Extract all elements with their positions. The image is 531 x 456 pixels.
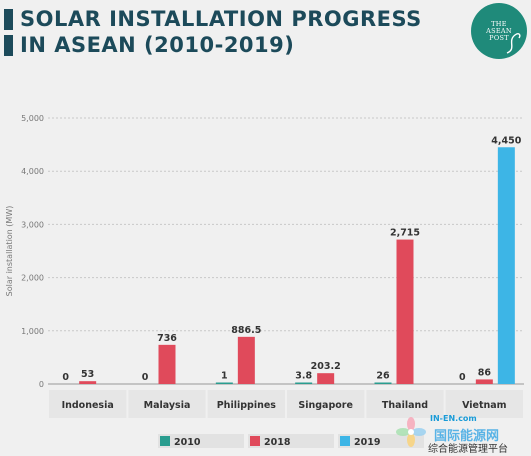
watermark-flower-icon [396,417,426,447]
x-category-band [287,390,365,418]
legend-label: 2010 [174,437,201,448]
x-category-band [49,390,127,418]
x-tick-label: Vietnam [462,400,507,411]
bar-2010 [295,382,313,384]
x-category-band [445,390,523,418]
legend-swatch [160,436,170,446]
watermark-name: 国际能源网 [434,429,500,444]
x-category-band [207,390,285,418]
logo-swirl-icon [506,33,521,54]
data-label: 736 [157,333,177,344]
x-tick-label: Philippines [217,400,277,411]
x-tick-label: Indonesia [62,400,114,411]
legend-item-bg [158,434,244,448]
bar-2019 [497,147,515,384]
legend-swatch [250,436,260,446]
legend-label: 2019 [354,437,380,448]
x-category-band [128,390,206,418]
y-tick-label: 1,000 [21,327,44,336]
bar-2018 [79,381,97,384]
bar-2010 [374,382,392,384]
logo-text-line-3: POST [489,33,509,42]
chart-title-line-1: SOLAR INSTALLATION PROGRESS [20,7,422,31]
data-label: 3.8 [295,371,312,382]
x-tick-label: Thailand [382,400,428,411]
bar-2018 [158,344,176,384]
logo-text-line-1: THE [491,19,507,28]
watermark: IN-EN.com 国际能源网 综合能源管理平台 [392,413,528,455]
data-label: 1 [221,371,228,382]
legend-label: 2018 [264,437,291,448]
data-label: 4,450 [491,135,521,146]
y-tick-label: 0 [39,380,44,389]
title-accent-bar [4,8,13,30]
bar-2018 [317,373,335,384]
y-tick-label: 2,000 [21,274,44,283]
data-label: 26 [376,371,390,382]
legend-swatch [340,436,350,446]
chart-title-line-2: IN ASEAN (2010-2019) [20,33,295,57]
logo-text-line-2: ASEAN [486,26,512,35]
legend-item-bg [248,434,334,448]
y-tick-label: 3,000 [21,220,44,229]
bar-2018 [475,379,493,384]
x-tick-label: Malaysia [144,400,191,411]
data-label: 86 [478,367,492,378]
data-label: 2,715 [390,228,420,239]
chart-title-block: SOLAR INSTALLATION PROGRESS IN ASEAN (20… [4,6,422,58]
bar-2018 [237,336,255,384]
bar-2010 [215,382,233,384]
data-label: 203.2 [311,361,341,372]
data-label: 0 [142,372,149,383]
y-tick-label: 4,000 [21,167,44,176]
data-label: 0 [459,372,466,383]
asean-post-logo: THE ASEAN POST [471,3,527,59]
watermark-account: 综合能源管理平台 [428,444,508,455]
data-label: 886.5 [231,325,261,336]
title-accent-bar [4,34,13,56]
data-label: 0 [62,372,69,383]
y-axis-label: Solar installation (MW) [5,206,14,297]
x-tick-label: Singapore [298,400,353,411]
watermark-site: IN-EN.com [430,414,477,423]
title-line-2: IN ASEAN (2010-2019) [4,32,422,58]
y-tick-label: 5,000 [21,114,44,123]
legend-item-bg [338,434,424,448]
data-label: 53 [81,369,94,380]
x-category-band [366,390,444,418]
title-line-1: SOLAR INSTALLATION PROGRESS [4,6,422,32]
bar-2018 [396,239,414,384]
